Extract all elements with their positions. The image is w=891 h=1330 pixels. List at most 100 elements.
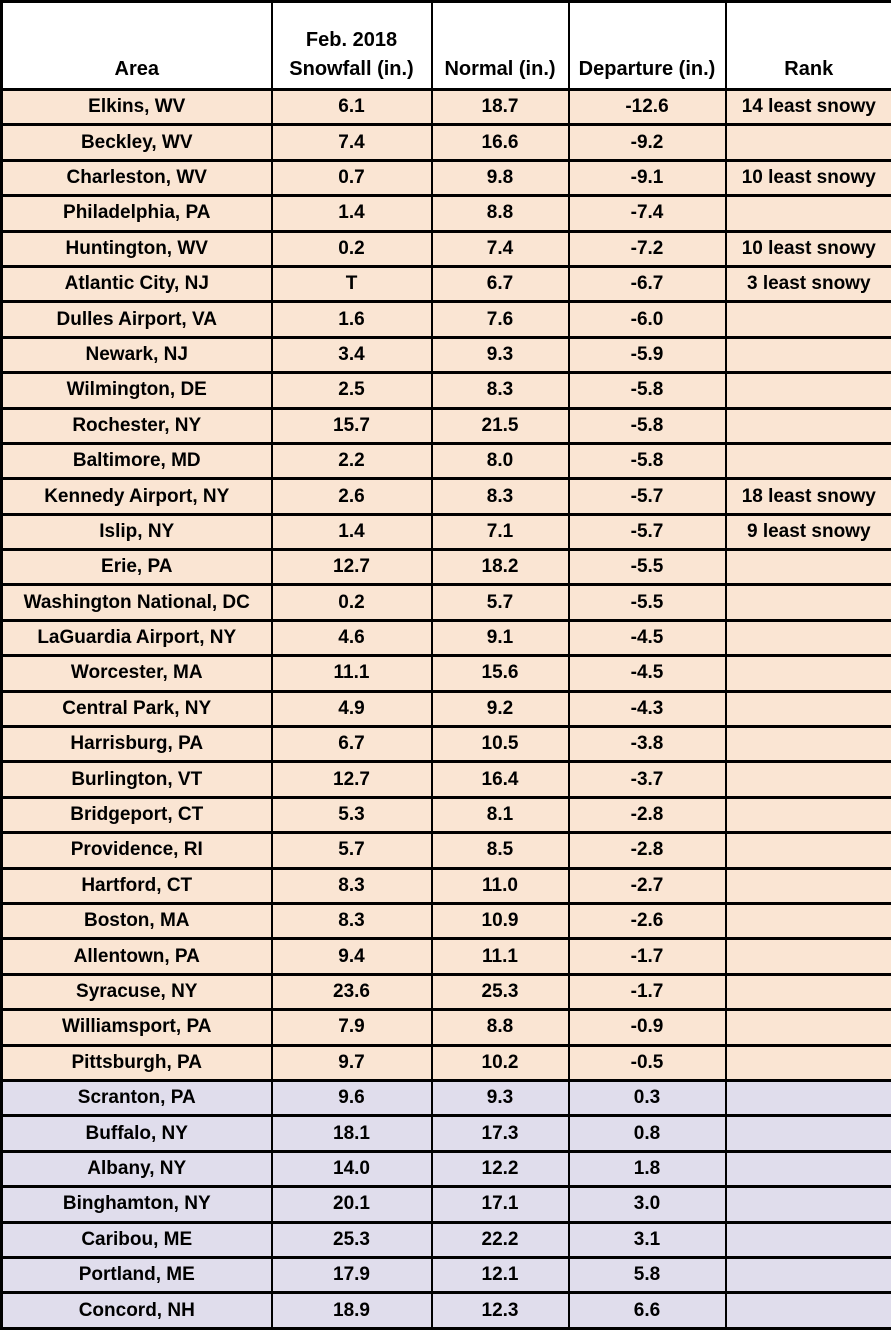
- rank-cell: 3 least snowy: [726, 266, 891, 301]
- departure-cell: -5.5: [569, 550, 726, 585]
- departure-cell: 3.0: [569, 1187, 726, 1222]
- area-cell: Dulles Airport, VA: [2, 302, 272, 337]
- area-cell: Caribou, ME: [2, 1222, 272, 1257]
- snowfall-cell: 4.6: [272, 620, 432, 655]
- rank-cell: [726, 337, 891, 372]
- normal-cell: 15.6: [432, 656, 569, 691]
- snowfall-cell: 5.7: [272, 833, 432, 868]
- normal-cell: 10.9: [432, 903, 569, 938]
- snowfall-cell: 18.9: [272, 1293, 432, 1328]
- departure-cell: -5.8: [569, 408, 726, 443]
- normal-cell: 9.3: [432, 1080, 569, 1115]
- snowfall-cell: 9.6: [272, 1080, 432, 1115]
- area-cell: Charleston, WV: [2, 160, 272, 195]
- area-cell: Harrisburg, PA: [2, 727, 272, 762]
- table-row: Concord, NH 18.9 12.3 6.6: [2, 1293, 891, 1328]
- snowfall-cell: 11.1: [272, 656, 432, 691]
- departure-cell: -2.8: [569, 797, 726, 832]
- snowfall-cell: 7.9: [272, 1010, 432, 1045]
- table-row: Elkins, WV 6.1 18.7 -12.6 14 least snowy: [2, 90, 891, 125]
- table-row: Central Park, NY 4.9 9.2 -4.3: [2, 691, 891, 726]
- normal-cell: 18.7: [432, 90, 569, 125]
- normal-cell: 11.0: [432, 868, 569, 903]
- normal-cell: 10.2: [432, 1045, 569, 1080]
- area-cell: Syracuse, NY: [2, 974, 272, 1009]
- table-header: Area Feb. 2018 Snowfall (in.) Normal (in…: [2, 2, 891, 90]
- area-cell: Portland, ME: [2, 1257, 272, 1292]
- normal-cell: 8.8: [432, 1010, 569, 1045]
- area-cell: Providence, RI: [2, 833, 272, 868]
- snowfall-cell: 2.2: [272, 443, 432, 478]
- rank-cell: [726, 797, 891, 832]
- snowfall-cell: 15.7: [272, 408, 432, 443]
- area-cell: Kennedy Airport, NY: [2, 479, 272, 514]
- departure-cell: -7.4: [569, 196, 726, 231]
- snowfall-cell: 0.2: [272, 585, 432, 620]
- table-row: Wilmington, DE 2.5 8.3 -5.8: [2, 373, 891, 408]
- departure-cell: -6.0: [569, 302, 726, 337]
- normal-cell: 12.1: [432, 1257, 569, 1292]
- normal-cell: 8.3: [432, 479, 569, 514]
- normal-cell: 17.1: [432, 1187, 569, 1222]
- table-row: Huntington, WV 0.2 7.4 -7.2 10 least sno…: [2, 231, 891, 266]
- header-normal: Normal (in.): [432, 2, 569, 90]
- area-cell: Wilmington, DE: [2, 373, 272, 408]
- rank-cell: 10 least snowy: [726, 231, 891, 266]
- snowfall-cell: 12.7: [272, 762, 432, 797]
- normal-cell: 7.6: [432, 302, 569, 337]
- departure-cell: -9.1: [569, 160, 726, 195]
- area-cell: LaGuardia Airport, NY: [2, 620, 272, 655]
- table-row: Allentown, PA 9.4 11.1 -1.7: [2, 939, 891, 974]
- snowfall-cell: 2.6: [272, 479, 432, 514]
- table-row: Rochester, NY 15.7 21.5 -5.8: [2, 408, 891, 443]
- header-departure: Departure (in.): [569, 2, 726, 90]
- rank-cell: [726, 408, 891, 443]
- area-cell: Newark, NJ: [2, 337, 272, 372]
- normal-cell: 8.8: [432, 196, 569, 231]
- table-row: Scranton, PA 9.6 9.3 0.3: [2, 1080, 891, 1115]
- departure-cell: -3.7: [569, 762, 726, 797]
- normal-cell: 9.1: [432, 620, 569, 655]
- snowfall-cell: 14.0: [272, 1151, 432, 1186]
- departure-cell: 6.6: [569, 1293, 726, 1328]
- rank-cell: [726, 1116, 891, 1151]
- table-row: LaGuardia Airport, NY 4.6 9.1 -4.5: [2, 620, 891, 655]
- area-cell: Erie, PA: [2, 550, 272, 585]
- normal-cell: 8.3: [432, 373, 569, 408]
- normal-cell: 17.3: [432, 1116, 569, 1151]
- rank-cell: [726, 762, 891, 797]
- snowfall-cell: 9.7: [272, 1045, 432, 1080]
- snowfall-cell: 12.7: [272, 550, 432, 585]
- normal-cell: 12.2: [432, 1151, 569, 1186]
- table-row: Williamsport, PA 7.9 8.8 -0.9: [2, 1010, 891, 1045]
- table-row: Buffalo, NY 18.1 17.3 0.8: [2, 1116, 891, 1151]
- normal-cell: 6.7: [432, 266, 569, 301]
- rank-cell: [726, 443, 891, 478]
- snowfall-cell: 20.1: [272, 1187, 432, 1222]
- table-row: Newark, NJ 3.4 9.3 -5.9: [2, 337, 891, 372]
- departure-cell: -5.7: [569, 479, 726, 514]
- area-cell: Islip, NY: [2, 514, 272, 549]
- departure-cell: -2.7: [569, 868, 726, 903]
- table-row: Erie, PA 12.7 18.2 -5.5: [2, 550, 891, 585]
- departure-cell: 1.8: [569, 1151, 726, 1186]
- rank-cell: [726, 620, 891, 655]
- table-row: Harrisburg, PA 6.7 10.5 -3.8: [2, 727, 891, 762]
- departure-cell: -3.8: [569, 727, 726, 762]
- area-cell: Scranton, PA: [2, 1080, 272, 1115]
- normal-cell: 8.0: [432, 443, 569, 478]
- rank-cell: [726, 125, 891, 160]
- departure-cell: -4.5: [569, 620, 726, 655]
- departure-cell: -5.5: [569, 585, 726, 620]
- area-cell: Beckley, WV: [2, 125, 272, 160]
- departure-cell: -4.3: [569, 691, 726, 726]
- table-row: Portland, ME 17.9 12.1 5.8: [2, 1257, 891, 1292]
- header-area: Area: [2, 2, 272, 90]
- area-cell: Washington National, DC: [2, 585, 272, 620]
- normal-cell: 16.6: [432, 125, 569, 160]
- departure-cell: -7.2: [569, 231, 726, 266]
- area-cell: Elkins, WV: [2, 90, 272, 125]
- departure-cell: -0.9: [569, 1010, 726, 1045]
- rank-cell: [726, 373, 891, 408]
